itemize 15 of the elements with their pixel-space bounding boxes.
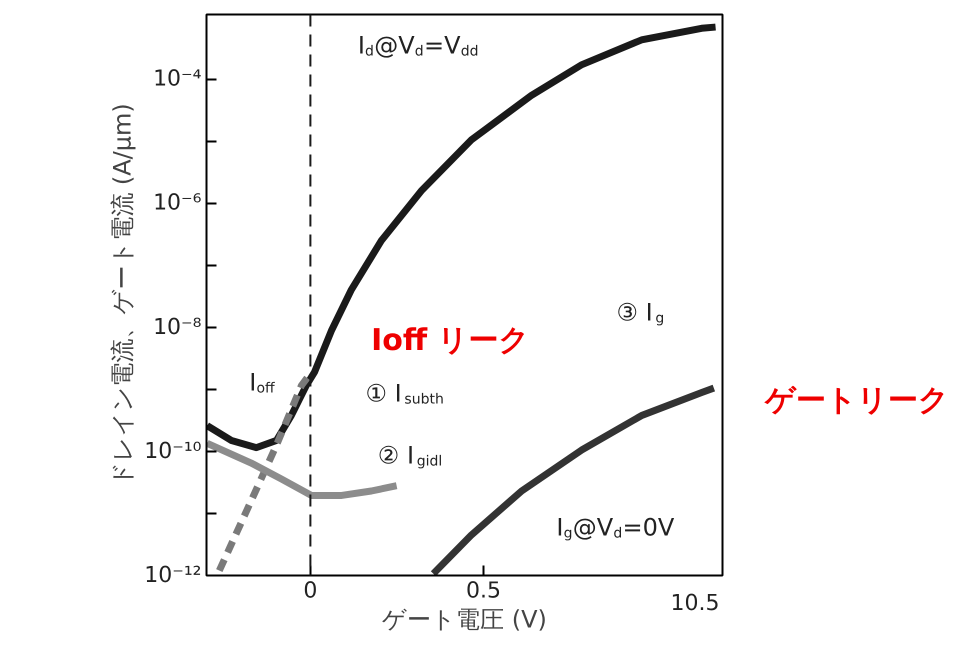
annotation: Ioff リーク: [371, 323, 530, 358]
annotation: Ig@Vd=0V: [556, 514, 675, 542]
y-tick-label: 10⁻⁴: [153, 66, 202, 92]
text: ゲートリーク: [765, 382, 949, 420]
annotation: Ioff: [249, 368, 276, 396]
x-tick-label: 0.5: [466, 578, 502, 604]
y-axis-title: ドレイン電流、ゲート電流 (A/μm): [108, 103, 136, 487]
x-tick-label: 0: [303, 578, 318, 604]
y-tick-label: 10⁻¹⁰: [144, 438, 202, 464]
y-tick-label: 10⁻¹²: [144, 563, 202, 588]
y-tick-label: 10⁻⁶: [153, 190, 202, 216]
annotation: Id@Vd=Vdd: [358, 32, 479, 60]
x-axis-title: ゲート電圧 (V): [382, 606, 547, 634]
text: 10.5: [670, 590, 720, 618]
y-tick-label: 10⁻⁸: [153, 314, 202, 340]
